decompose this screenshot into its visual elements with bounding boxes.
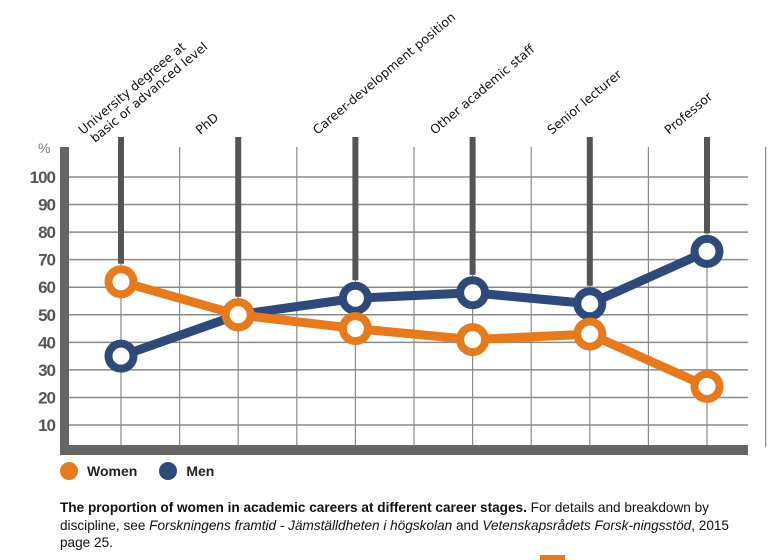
series-line-men — [119, 247, 709, 361]
y-tick-label: 10 — [38, 416, 55, 435]
category-marker-bar — [586, 137, 593, 286]
data-point-women — [690, 369, 724, 403]
y-tick-label: 60 — [38, 278, 55, 297]
category-label-line: PhD — [192, 110, 221, 138]
y-tick-label: 20 — [38, 388, 55, 407]
y-axis-label: % — [38, 140, 50, 156]
data-point-women — [573, 317, 607, 351]
category-label: PhD — [192, 110, 221, 138]
y-tick-label: 70 — [38, 251, 55, 270]
data-point-men — [690, 234, 724, 268]
category-marker-bar — [352, 137, 359, 281]
category-label-line: University degreee at — [75, 39, 188, 137]
category-marker-bar — [704, 137, 710, 234]
y-tick-labels: 10 20 30 40 50 60 70 80 90 100 — [30, 168, 57, 435]
data-point-men — [104, 339, 138, 373]
category-label: Senior lecturer — [544, 66, 625, 137]
y-axis — [60, 147, 69, 455]
axes — [60, 147, 748, 455]
y-tick-label: 90 — [38, 196, 55, 215]
category-label-line: basic or advanced level — [87, 39, 210, 146]
y-tick-label: 50 — [38, 306, 55, 325]
category-marker-bar — [235, 137, 242, 297]
category-label-line: Professor — [661, 88, 716, 137]
y-tick-label: 100 — [30, 168, 56, 187]
series-line-women — [119, 277, 709, 391]
category-marker-bars — [118, 137, 710, 297]
caption-text: , 2015 page 25. — [60, 517, 729, 551]
figure-caption: The proportion of women in academic care… — [60, 499, 760, 552]
category-marker-bar — [118, 137, 124, 264]
data-point-men — [338, 281, 372, 315]
legend-swatch-women — [60, 462, 78, 480]
caption-text: and — [452, 517, 483, 533]
data-point-men — [456, 276, 490, 310]
legend-swatch-men — [159, 462, 178, 480]
data-point-women — [456, 323, 490, 357]
category-label-line: Other academic staff — [427, 41, 538, 137]
legend-label-women: Women — [87, 463, 138, 479]
y-tick-label: 40 — [38, 333, 55, 352]
y-tick-label: 30 — [38, 361, 55, 380]
series — [104, 234, 724, 403]
category-marker-bar — [469, 137, 476, 275]
data-point-men — [573, 287, 607, 321]
category-label-line: Senior lecturer — [544, 66, 625, 137]
legend-item-women: Women — [60, 462, 137, 480]
caption-title: The proportion of women in academic care… — [60, 500, 527, 515]
legend-item-men: Men — [159, 462, 214, 480]
caption-reference-2: Vetenskapsrådets Forsk-ningsstöd — [482, 517, 692, 533]
category-label: Professor — [661, 88, 716, 137]
decorative-orange-block — [540, 555, 565, 560]
legend-label-men: Men — [186, 463, 215, 479]
data-point-women — [338, 312, 372, 346]
caption-reference-1: Forskningens framtid - Jämställdheten i … — [149, 517, 453, 533]
category-label: Other academic staff — [427, 41, 538, 137]
y-tick-label: 80 — [38, 223, 55, 242]
x-axis — [60, 445, 748, 455]
data-point-women — [221, 298, 255, 332]
legend: Women Men — [60, 462, 236, 480]
data-point-women — [104, 265, 138, 299]
caption-text: For details and breakdown by discipline,… — [60, 500, 709, 533]
